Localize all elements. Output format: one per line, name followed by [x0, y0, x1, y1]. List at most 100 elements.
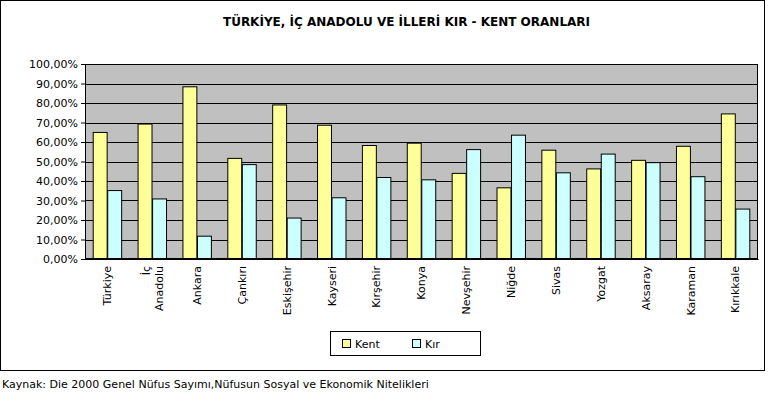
legend-label: Kent	[355, 338, 380, 351]
tick-label: Kırşehir	[370, 266, 383, 308]
tick-label: 10,00%	[36, 234, 78, 247]
tick: 70,00%	[36, 117, 85, 130]
bar	[601, 154, 615, 259]
bar	[467, 150, 481, 259]
bar	[273, 105, 287, 259]
tick-label: Nevşehir	[460, 266, 473, 315]
bar	[512, 135, 526, 259]
bar	[332, 198, 346, 259]
tick-label: Çankırı	[236, 266, 249, 304]
bar	[721, 114, 735, 259]
bar	[556, 173, 570, 259]
tick-label: 50,00%	[36, 156, 78, 169]
x-axis: Türkiye İçAnadolu Ankara Çankırı Eskişehir Ka…	[86, 260, 759, 316]
chart-frame	[1, 1, 765, 371]
bar	[736, 209, 750, 259]
plot-border	[86, 65, 758, 259]
bar	[407, 143, 421, 259]
tick-label: Aksaray	[640, 266, 653, 311]
tick-mark	[81, 103, 85, 104]
bar	[542, 150, 556, 259]
tick: Yozgat	[595, 265, 608, 302]
tick: Sivas	[550, 266, 563, 295]
bar	[362, 146, 376, 259]
tick: 10,00%	[36, 234, 85, 247]
bar	[422, 180, 436, 259]
tick-label: 40,00%	[36, 175, 78, 188]
tick-label: Konya	[415, 266, 428, 300]
tick: Aksaray	[640, 266, 653, 311]
tick: Eskişehir	[281, 266, 294, 316]
tick-label: Ankara	[191, 266, 204, 305]
axis-line	[81, 65, 86, 260]
tick-mark	[81, 142, 85, 143]
axis-line	[86, 259, 759, 260]
tick-label: 20,00%	[36, 214, 78, 227]
bar	[632, 160, 646, 259]
tick-label: 90,00%	[36, 78, 78, 91]
tick: Konya	[415, 266, 428, 300]
tick-mark	[81, 181, 85, 182]
bar	[197, 236, 211, 259]
tick-mark	[81, 220, 85, 221]
bars	[93, 87, 750, 259]
tick: 30,00%	[36, 195, 85, 208]
bar	[183, 87, 197, 259]
y-axis: 0,00% 10,00% 20,00% 30,00% 40,00% 50,00% 60,00…	[29, 58, 85, 266]
tick-mark	[81, 240, 85, 241]
bar	[676, 146, 690, 259]
tick: 40,00%	[36, 175, 85, 188]
tick-mark	[81, 64, 85, 65]
tick-mark	[81, 123, 85, 124]
tick: İçAnadolu	[140, 266, 166, 311]
grid	[85, 65, 758, 260]
bar	[452, 173, 466, 259]
bar-series	[108, 135, 750, 259]
tick: Çankırı	[236, 266, 249, 304]
tick-mark	[81, 259, 85, 260]
legend-swatch	[413, 340, 421, 348]
tick: Ankara	[191, 266, 204, 305]
bar	[93, 132, 107, 259]
tick-label: 30,00%	[36, 195, 78, 208]
tick-label: Kırıkkale	[729, 266, 742, 313]
tick: Karaman	[685, 266, 698, 315]
legend: Kent Kır	[331, 332, 481, 356]
tick-label: Yozgat	[595, 265, 608, 302]
tick: Niğde	[505, 266, 518, 298]
tick: 90,00%	[36, 78, 85, 91]
grid-line	[85, 259, 758, 260]
tick: Nevşehir	[460, 266, 473, 315]
legend-label: Kır	[425, 338, 440, 351]
tick: Kırşehir	[370, 266, 383, 308]
tick-label: Karaman	[685, 266, 698, 315]
tick-label: Sivas	[550, 266, 563, 295]
tick-label: 100,00%	[29, 58, 78, 71]
tick-mark	[81, 162, 85, 163]
bar-series	[93, 87, 735, 259]
bar	[318, 125, 332, 259]
tick-label: Türkiye	[101, 266, 114, 307]
tick-mark	[81, 84, 85, 85]
tick-mark	[81, 201, 85, 202]
bar	[497, 188, 511, 259]
plot-area	[85, 64, 758, 259]
tick-label: 60,00%	[36, 136, 78, 149]
legend-box	[331, 332, 481, 356]
bar	[138, 124, 152, 259]
grid-line	[85, 84, 758, 85]
bar	[242, 165, 256, 259]
tick-label: Kayseri	[326, 266, 339, 306]
tick-label: Niğde	[505, 266, 518, 298]
bar	[646, 163, 660, 259]
tick: 60,00%	[36, 136, 85, 149]
tick-label: 0,00%	[43, 253, 78, 266]
bar	[691, 177, 705, 259]
tick: Kayseri	[326, 266, 339, 306]
bar	[377, 177, 391, 259]
bar	[153, 199, 167, 259]
bar	[228, 158, 242, 259]
tick: 0,00%	[43, 253, 85, 266]
tick-label: 70,00%	[36, 117, 78, 130]
chart: TÜRKİYE, İÇ ANADOLU VE İLLERİ KIR - KENT…	[0, 0, 770, 405]
